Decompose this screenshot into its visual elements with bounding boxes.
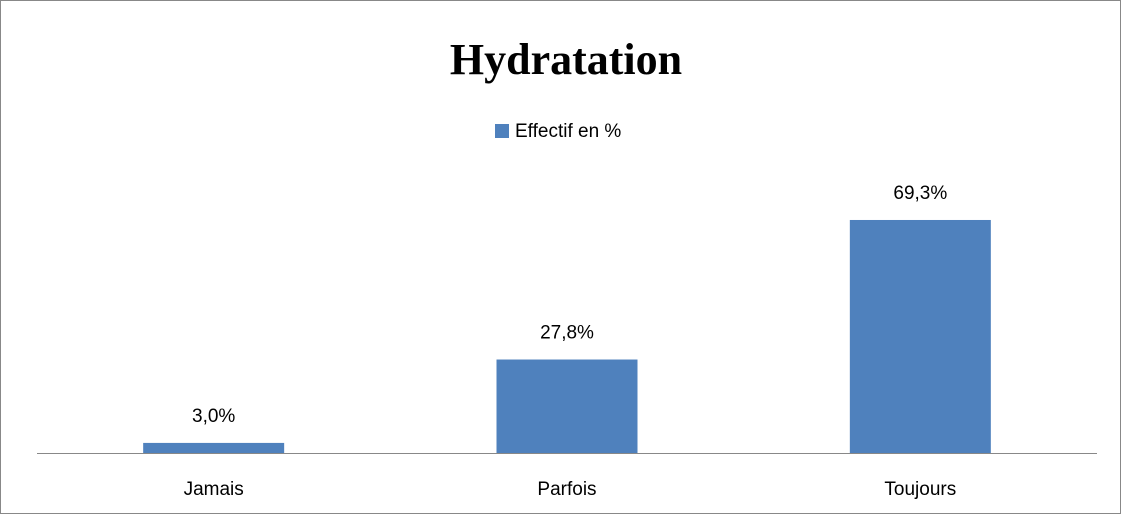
x-tick-label: Toujours	[884, 479, 956, 500]
data-label: 27,8%	[540, 323, 594, 344]
chart-title: Hydratation	[450, 35, 682, 84]
legend-swatch	[495, 124, 509, 138]
bar	[143, 442, 285, 453]
legend-label: Effectif en %	[515, 121, 621, 142]
bar	[849, 219, 991, 453]
data-label: 3,0%	[192, 406, 235, 427]
bar	[496, 359, 638, 453]
x-tick-label: Parfois	[537, 479, 596, 500]
x-tick-label: Jamais	[184, 479, 244, 500]
data-label: 69,3%	[893, 183, 947, 204]
